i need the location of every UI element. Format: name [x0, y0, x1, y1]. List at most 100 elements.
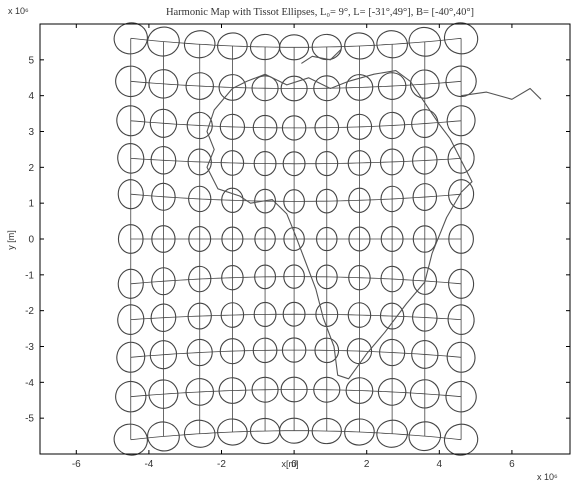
tissot-ellipse [376, 30, 408, 59]
tissot-ellipse [117, 179, 144, 210]
tissot-ellipse [446, 105, 476, 137]
tissot-ellipse [148, 69, 179, 99]
tissot-ellipse [347, 302, 372, 328]
parallel-line [130, 389, 462, 398]
tissot-ellipse [117, 304, 145, 335]
tissot-ellipse [448, 179, 475, 210]
tissot-ellipse [149, 340, 178, 370]
tissot-ellipse [443, 423, 479, 456]
coastline-segment [301, 48, 342, 64]
y-tick-label: -2 [25, 306, 34, 317]
tissot-ellipse [252, 337, 278, 364]
tissot-ellipse [379, 111, 406, 140]
tissot-ellipse [379, 338, 406, 367]
tissot-ellipse [345, 377, 374, 404]
tissot-ellipse [115, 65, 147, 98]
tissot-ellipse [311, 33, 342, 61]
coastline-group [206, 48, 542, 380]
tissot-ellipse [219, 338, 246, 365]
tissot-ellipse [116, 341, 146, 373]
x-exponent-label: x 10⁶ [537, 472, 558, 482]
tissot-ellipse [281, 337, 307, 363]
tissot-ellipse [344, 32, 375, 60]
y-tick-label: 3 [28, 127, 34, 138]
tissot-ellipse [283, 226, 305, 252]
tissot-ellipse [221, 226, 244, 252]
coastline [206, 70, 473, 380]
tissot-ellipse [116, 105, 146, 137]
x-tick-label: -6 [72, 459, 81, 470]
tissot-ellipse [412, 146, 438, 175]
tissot-ellipse [251, 376, 279, 403]
tissot-ellipse [344, 418, 375, 446]
tissot-ellipse [188, 185, 212, 213]
tissot-ellipse [445, 380, 477, 413]
tissot-ellipse [316, 226, 338, 252]
y-tick-label: -3 [25, 342, 34, 353]
tissot-ellipse [280, 376, 308, 403]
tissot-ellipse [345, 74, 374, 101]
tissot-ellipse [147, 26, 180, 57]
tissot-ellipse [151, 225, 176, 253]
tissot-ellipse [412, 183, 438, 211]
tissot-ellipse [279, 417, 310, 444]
tissot-ellipse [443, 22, 479, 55]
tissot-ellipse [446, 341, 476, 373]
tissot-ellipse [188, 226, 212, 252]
y-tick-label: 4 [28, 91, 34, 102]
tissot-ellipse [348, 187, 371, 213]
tissot-ellipse [187, 302, 212, 330]
parallel-line [130, 120, 462, 129]
x-tick-label: 2 [364, 459, 370, 470]
tissot-ellipse [447, 304, 475, 335]
tissot-ellipse [314, 337, 340, 364]
tissot-ellipse [313, 75, 341, 102]
tissot-ellipse [280, 75, 308, 102]
tissot-ellipse [380, 265, 404, 293]
tissot-ellipse [377, 378, 407, 406]
tissot-ellipse [282, 151, 306, 177]
tissot-ellipse [147, 421, 180, 452]
x-tick-label: 0 [291, 459, 297, 470]
tissot-ellipse [217, 418, 248, 446]
tissot-ellipse [346, 113, 373, 140]
tissot-ellipse [183, 419, 216, 448]
plot-area [113, 22, 542, 456]
tissot-ellipse [411, 109, 439, 138]
tissot-ellipse [380, 226, 404, 252]
y-tick-label: -1 [25, 270, 34, 281]
chart-title: Harmonic Map with Tissot Ellipses, L₀= 9… [166, 7, 474, 18]
tissot-ellipse [113, 22, 148, 55]
tissot-ellipse [186, 111, 213, 140]
parallel-line [130, 37, 462, 48]
tissot-ellipse [283, 264, 305, 289]
x-axis-label: x[m] [282, 459, 299, 469]
tissot-ellipse [283, 189, 305, 214]
tissot-ellipse [282, 301, 306, 327]
tissot-ellipse [117, 143, 145, 174]
tissot-ellipse [377, 72, 407, 100]
tissot-ellipse [315, 264, 338, 290]
tissot-ellipse [254, 226, 276, 252]
tissot-ellipse [448, 268, 475, 299]
tissot-ellipse [150, 146, 177, 175]
tissot-ellipse [347, 150, 372, 176]
tissot-ellipse [150, 303, 177, 332]
tissot-ellipse [149, 108, 178, 138]
tissot-ellipse [217, 32, 248, 60]
tissot-ellipse [187, 148, 212, 176]
tissot-ellipse [148, 379, 179, 409]
tissot-ellipse [221, 265, 244, 291]
tissot-ellipse [151, 267, 176, 296]
y-tick-label: -5 [25, 414, 34, 425]
parallel-line [130, 349, 462, 358]
y-tick-label: 2 [28, 163, 34, 174]
y-tick-label: 0 [28, 235, 34, 246]
axes: -6 -4 -2 0 2 4 6 -5 -4 -3 -2 -1 0 1 2 3 4 5 [25, 24, 570, 470]
tissot-ellipse [315, 151, 339, 177]
tissot-ellipse [117, 268, 144, 299]
x-tick-label: -4 [144, 459, 153, 470]
parallel-line [130, 313, 462, 320]
tissot-ellipse [220, 150, 245, 176]
